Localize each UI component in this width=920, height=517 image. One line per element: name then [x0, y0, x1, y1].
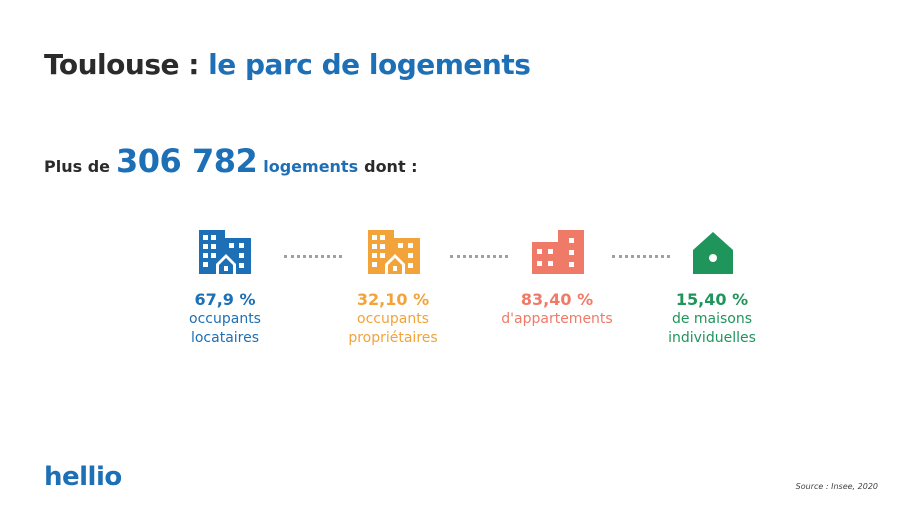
total-count: 306 782: [116, 142, 258, 180]
stat-apartments: 83,40 % d'appartements: [477, 290, 637, 329]
dotted-connector: [612, 255, 670, 262]
source-note: Source : Insee, 2020: [795, 482, 878, 491]
stat-houses: 15,40 % de maisons individuelles: [632, 290, 792, 348]
stat-value: 67,9 %: [194, 290, 256, 309]
stat-label: locataires: [190, 330, 260, 346]
page-title: Toulouse : le parc de logements: [44, 48, 531, 81]
apartment-buildings-icon: [368, 230, 420, 275]
stat-label: occupants: [357, 311, 429, 327]
apartment-building-icon: [532, 230, 584, 274]
house-icon: [693, 232, 733, 274]
stat-label: propriétaires: [348, 330, 438, 346]
total-suffix: dont :: [364, 157, 418, 176]
housing-total: Plus de 306 782 logements dont :: [44, 142, 418, 180]
stat-renters: 67,9 % occupants locataires: [145, 290, 305, 348]
stat-owners: 32,10 % occupants propriétaires: [313, 290, 473, 348]
stat-label: occupants: [189, 311, 261, 327]
stat-label: d'appartements: [501, 311, 613, 327]
dotted-connector: [450, 255, 508, 262]
title-city: Toulouse :: [44, 48, 209, 81]
apartment-buildings-icon: [199, 230, 251, 275]
stat-label: de maisons: [671, 311, 753, 327]
stat-value: 32,10 %: [356, 290, 430, 309]
total-unit: logements: [263, 157, 359, 176]
hellio-logo: hellio: [44, 462, 122, 492]
stat-label: individuelles: [668, 330, 756, 346]
title-topic: le parc de logements: [208, 48, 531, 81]
dotted-connector: [284, 255, 342, 262]
stat-value: 15,40 %: [675, 290, 749, 309]
stat-value: 83,40 %: [520, 290, 594, 309]
total-prefix: Plus de: [44, 157, 110, 176]
